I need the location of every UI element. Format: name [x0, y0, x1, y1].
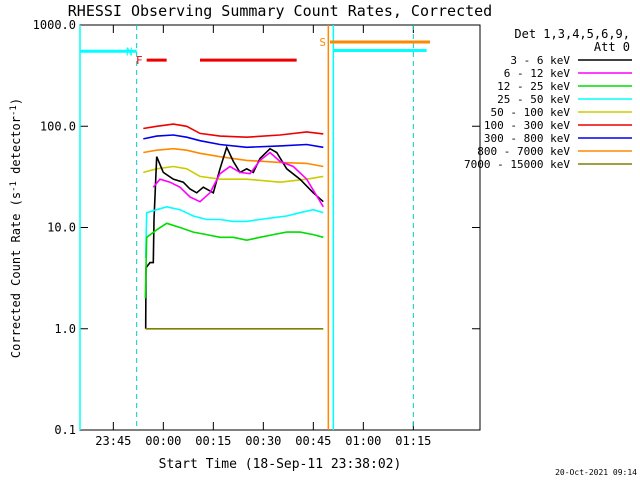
y-tick-label-2: 10.0 [47, 221, 76, 235]
x-tick-label-3: 00:30 [245, 434, 281, 448]
legend-entry-label-7: 800 - 7000 keV [477, 145, 570, 158]
plot-area: 23:45 00:00 00:15 00:30 00:45 01:00 01:15 0.1 1.… [33, 18, 481, 448]
att-label-2: F [136, 54, 143, 67]
legend-entry-label-2: 12 - 25 keV [497, 80, 570, 93]
series-line-2 [143, 147, 324, 168]
x-tick-label-6: 01:15 [395, 434, 431, 448]
legend-entry-label-0: 3 - 6 keV [510, 54, 570, 67]
legend-entry-label-8: 7000 - 15000 keV [464, 158, 570, 171]
attenuator-state-lines: NF S [79, 25, 430, 430]
series-line-0 [143, 123, 324, 139]
att-label-1: N [126, 45, 133, 58]
x-tick-label-0: 23:45 [95, 434, 131, 448]
y-tick-label-3: 100.0 [40, 119, 76, 133]
legend-header-2: Att 0 [594, 40, 630, 54]
legend-entry-label-1: 6 - 12 keV [504, 67, 571, 80]
plot-frame [79, 24, 481, 431]
series-line-1 [143, 134, 324, 149]
x-tick-label-5: 01:00 [345, 434, 381, 448]
chart-title: RHESSI Observing Summary Count Rates, Co… [68, 2, 492, 20]
series-line-3 [143, 165, 324, 184]
series-lines [143, 123, 324, 330]
y-axis-label-post: ) [9, 98, 23, 105]
footer-date: 20-Oct-2021 09:14 [555, 468, 637, 477]
y-tick-label-1: 1.0 [54, 322, 76, 336]
legend-entry-label-4: 50 - 100 keV [491, 106, 571, 119]
x-axis-label: Start Time (18-Sep-11 23:38:02) [159, 457, 402, 472]
series-line-7 [144, 222, 324, 299]
series-line-6 [144, 205, 324, 259]
x-tick-label-2: 00:15 [195, 434, 231, 448]
y-tick-label-4: 1000.0 [33, 18, 76, 32]
x-tick-label-4: 00:45 [295, 434, 331, 448]
y-axis-label-sup1: -1 [9, 181, 19, 192]
legend-entry-label-5: 100 - 300 keV [484, 119, 570, 132]
y-tick-label-0: 0.1 [54, 423, 76, 437]
legend-entry-label-6: 300 - 800 keV [484, 132, 570, 145]
x-tick-label-1: 00:00 [145, 434, 181, 448]
legend-entry-label-3: 25 - 50 keV [497, 93, 570, 106]
y-axis-label-sup2: -1 [9, 105, 19, 116]
legend-header-1: Det 1,3,4,5,6,9, [514, 27, 630, 41]
att-label-4: S [319, 36, 326, 49]
series-line-5 [152, 151, 324, 208]
y-axis-label-pre: Corrected Count Rate (s [9, 192, 23, 358]
y-axis-label-mid: detector [9, 116, 23, 181]
y-axis-label: Corrected Count Rate (s-1 detector-1) [9, 98, 23, 358]
